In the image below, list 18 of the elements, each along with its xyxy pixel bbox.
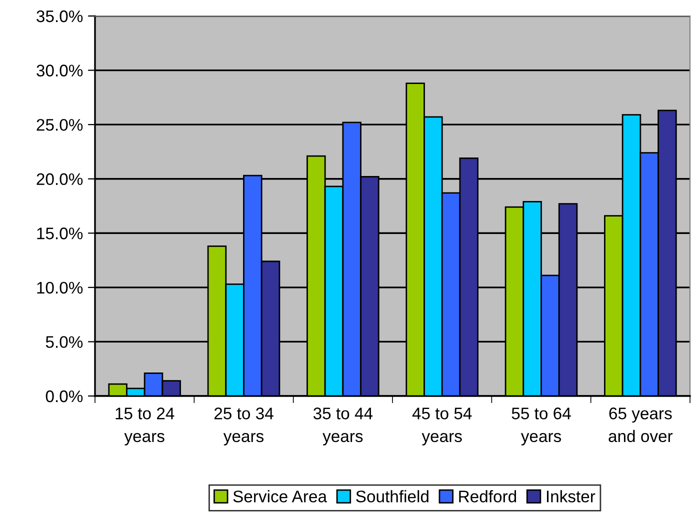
- x-tick-label: 15 to 24 years: [116, 408, 174, 446]
- x-tick-label: 65 years and over: [608, 408, 673, 442]
- y-tick-label: 25.0%: [36, 118, 83, 131]
- x-tick-label: 45 to 54 years: [412, 408, 472, 446]
- legend-label: Redford: [459, 490, 516, 502]
- y-tick-label: 30.0%: [36, 64, 83, 76]
- y-tick-label: 20.0%: [36, 173, 83, 186]
- x-tick-label: 55 to 64 years: [512, 408, 571, 446]
- x-tick-label: 35 to 44 years: [313, 408, 373, 446]
- legend-label: Southfield: [356, 490, 428, 502]
- y-tick-label: 35.0%: [36, 10, 83, 22]
- x-tick-label: 25 to 34 years: [214, 408, 274, 446]
- legend-label: Service Area: [233, 490, 328, 502]
- y-tick-label: 10.0%: [37, 282, 83, 294]
- y-tick-label: 15.0%: [37, 228, 83, 240]
- y-tick-label: 5.0%: [46, 336, 83, 348]
- legend-label: Inkster: [546, 490, 596, 502]
- y-tick-label: 0.0%: [46, 390, 83, 402]
